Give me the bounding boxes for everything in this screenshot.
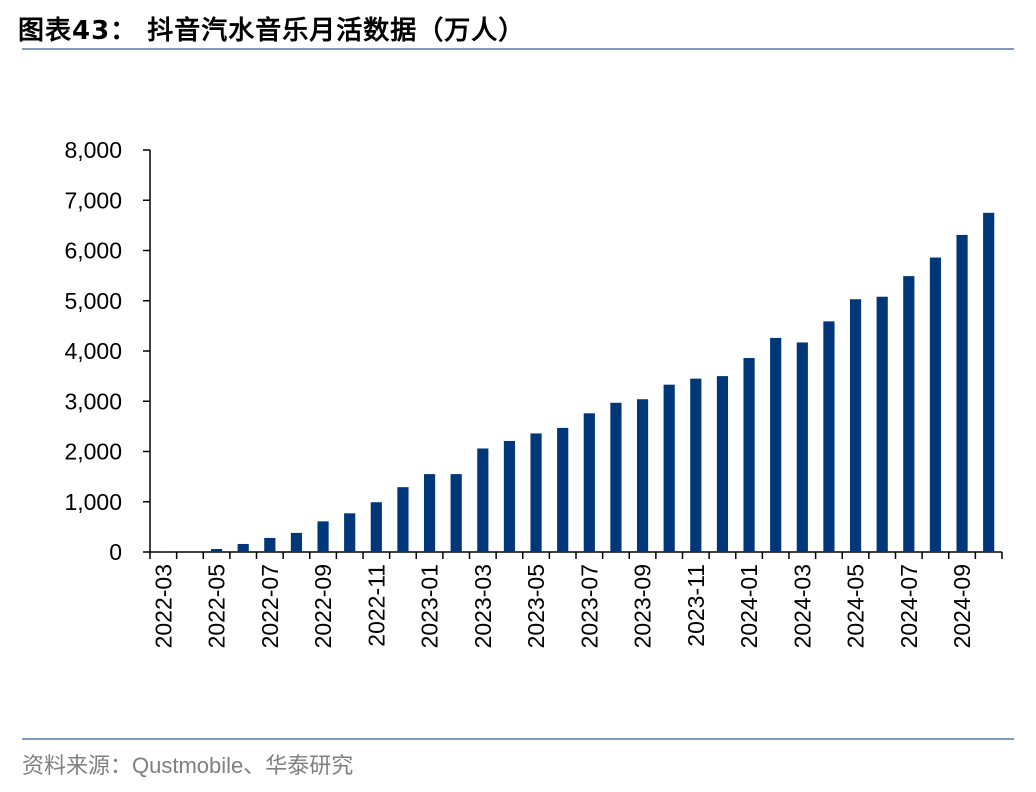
bar: [610, 402, 622, 552]
x-tick-label: 2023-05: [523, 564, 549, 648]
bar: [210, 548, 223, 552]
x-tick-label: 2024-03: [789, 564, 815, 648]
y-tick-label: 3,000: [64, 388, 122, 414]
bar: [743, 358, 755, 552]
bar: [344, 513, 356, 552]
x-tick-label: 2022-11: [363, 564, 389, 647]
bar: [796, 342, 808, 552]
bar: [663, 384, 675, 552]
bar: [983, 212, 995, 552]
x-tick-label: 2024-09: [949, 564, 975, 648]
bar: [903, 276, 915, 552]
y-tick-label: 6,000: [64, 238, 122, 264]
bar: [264, 537, 276, 552]
x-tick-label: 2022-05: [204, 564, 230, 648]
x-tick-label: 2023-01: [417, 564, 443, 648]
bar: [583, 413, 595, 552]
bar: [929, 257, 942, 552]
bar: [823, 321, 835, 552]
x-tick-label: 2023-11: [683, 564, 709, 647]
bar: [716, 376, 729, 552]
top-divider: [22, 48, 1014, 50]
bar: [184, 551, 196, 552]
bar-series: [157, 212, 995, 553]
x-tick-label: 2022-03: [150, 564, 176, 648]
bar: [290, 532, 303, 552]
bar-chart: 0 1,000 2,000 3,000 4,000 5,000 6,000 7,000 8,00…: [64, 137, 1003, 648]
y-tick-label: 2,000: [64, 439, 122, 465]
y-tick-label: 4,000: [64, 338, 122, 364]
bar: [770, 337, 782, 552]
bar: [477, 448, 489, 552]
y-tick-label: 7,000: [64, 187, 122, 213]
x-tick-label: 2022-07: [257, 564, 283, 648]
source-note: 资料来源：Qustmobile、华泰研究: [22, 753, 354, 778]
bottom-divider: [22, 738, 1014, 740]
bar: [370, 502, 382, 552]
bar: [956, 234, 968, 553]
x-tick-label: 2024-01: [736, 564, 762, 648]
x-tick-label: 2024-05: [843, 564, 869, 648]
bar: [450, 474, 462, 552]
y-axis: 0 1,000 2,000 3,000 4,000 5,000 6,000 7,000 8,00…: [64, 137, 151, 565]
bar: [530, 433, 542, 552]
bar: [397, 487, 409, 552]
x-tick-label: 2023-09: [630, 564, 656, 648]
bar: [503, 440, 516, 552]
x-tick-label: 2024-07: [896, 564, 922, 648]
y-tick-label: 0: [109, 539, 122, 565]
bar: [636, 399, 649, 552]
bar: [557, 427, 569, 552]
bar: [237, 543, 249, 552]
bar: [849, 299, 862, 552]
x-axis: 2022-03 2022-05 2022-07 2022-09 2022-11 2023-…: [149, 551, 1003, 648]
bar: [690, 378, 702, 552]
y-tick-label: 8,000: [64, 137, 122, 163]
chart-title: 图表43： 抖音汽水音乐月活数据（万人）: [18, 16, 526, 46]
bar: [317, 521, 329, 552]
y-tick-label: 1,000: [64, 489, 122, 515]
x-tick-label: 2022-09: [310, 564, 336, 648]
bar: [876, 296, 888, 552]
x-tick-label: 2023-03: [470, 564, 496, 648]
bar: [423, 474, 436, 552]
x-tick-label: 2023-07: [576, 564, 602, 648]
y-tick-label: 5,000: [64, 288, 122, 314]
